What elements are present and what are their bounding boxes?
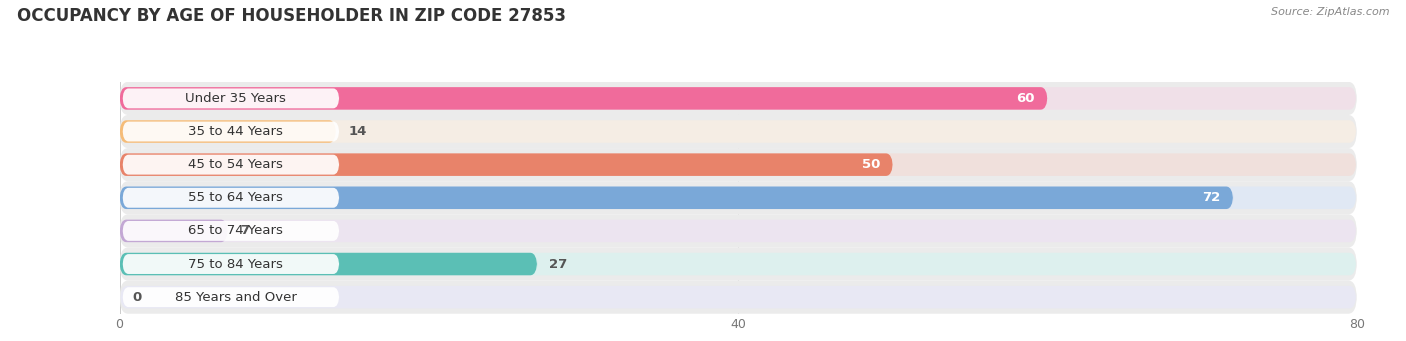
FancyBboxPatch shape <box>120 120 336 143</box>
FancyBboxPatch shape <box>120 82 1357 115</box>
FancyBboxPatch shape <box>120 286 1357 308</box>
FancyBboxPatch shape <box>120 187 1357 209</box>
FancyBboxPatch shape <box>120 87 1047 110</box>
Text: OCCUPANCY BY AGE OF HOUSEHOLDER IN ZIP CODE 27853: OCCUPANCY BY AGE OF HOUSEHOLDER IN ZIP C… <box>17 7 565 25</box>
FancyBboxPatch shape <box>122 287 339 307</box>
FancyBboxPatch shape <box>120 253 537 275</box>
Text: 14: 14 <box>349 125 367 138</box>
FancyBboxPatch shape <box>120 281 1357 314</box>
FancyBboxPatch shape <box>120 187 1233 209</box>
FancyBboxPatch shape <box>122 122 339 142</box>
Text: 72: 72 <box>1202 191 1220 204</box>
Text: 35 to 44 Years: 35 to 44 Years <box>188 125 283 138</box>
FancyBboxPatch shape <box>120 153 1357 176</box>
FancyBboxPatch shape <box>122 155 339 175</box>
FancyBboxPatch shape <box>120 253 1357 275</box>
FancyBboxPatch shape <box>120 120 1357 143</box>
Text: Source: ZipAtlas.com: Source: ZipAtlas.com <box>1271 7 1389 17</box>
Text: 0: 0 <box>132 291 141 303</box>
FancyBboxPatch shape <box>120 248 1357 281</box>
Text: 7: 7 <box>240 224 249 237</box>
FancyBboxPatch shape <box>120 153 893 176</box>
FancyBboxPatch shape <box>122 188 339 208</box>
Text: 55 to 64 Years: 55 to 64 Years <box>188 191 283 204</box>
Text: 60: 60 <box>1017 92 1035 105</box>
FancyBboxPatch shape <box>120 115 1357 148</box>
Text: 27: 27 <box>550 257 568 270</box>
Text: 45 to 54 Years: 45 to 54 Years <box>188 158 283 171</box>
Text: 75 to 84 Years: 75 to 84 Years <box>188 257 283 270</box>
Text: Under 35 Years: Under 35 Years <box>186 92 285 105</box>
FancyBboxPatch shape <box>120 220 228 242</box>
FancyBboxPatch shape <box>120 87 1357 110</box>
FancyBboxPatch shape <box>120 181 1357 214</box>
FancyBboxPatch shape <box>120 220 1357 242</box>
Text: 85 Years and Over: 85 Years and Over <box>174 291 297 303</box>
Text: 50: 50 <box>862 158 880 171</box>
FancyBboxPatch shape <box>120 148 1357 181</box>
FancyBboxPatch shape <box>122 221 339 241</box>
FancyBboxPatch shape <box>120 214 1357 248</box>
FancyBboxPatch shape <box>122 88 339 108</box>
Text: 65 to 74 Years: 65 to 74 Years <box>188 224 283 237</box>
FancyBboxPatch shape <box>122 254 339 274</box>
